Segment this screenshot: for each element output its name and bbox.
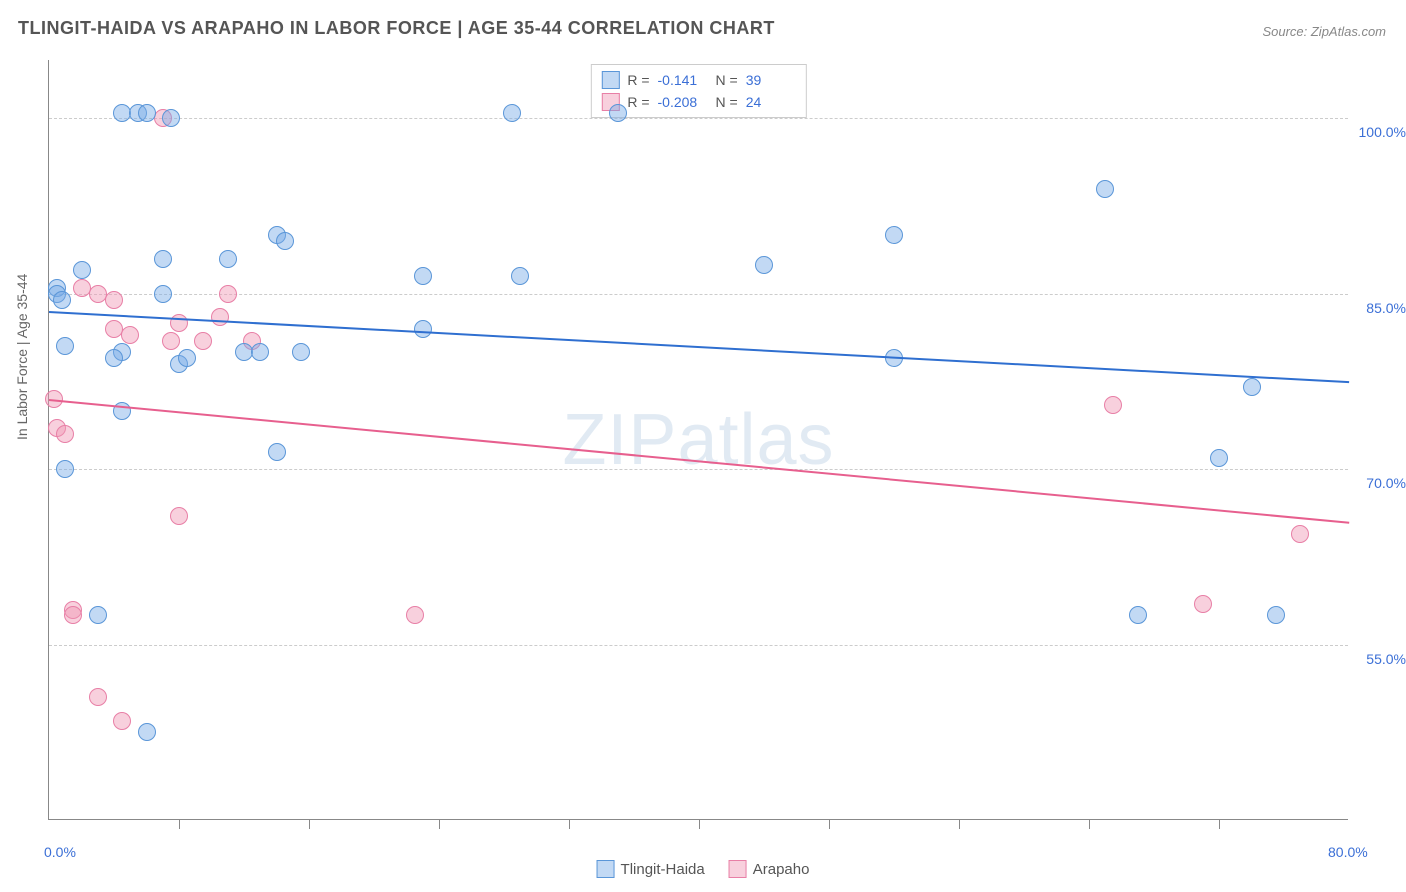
legend-swatch (597, 860, 615, 878)
r-value: -0.141 (658, 72, 708, 88)
scatter-point (276, 232, 294, 250)
series-legend: Tlingit-Haida Arapaho (597, 860, 810, 878)
x-tick-label: 0.0% (44, 844, 76, 860)
x-tick (439, 819, 440, 829)
source-attribution: Source: ZipAtlas.com (1262, 24, 1386, 39)
x-tick (699, 819, 700, 829)
scatter-point (755, 256, 773, 274)
legend-item: Tlingit-Haida (597, 860, 705, 878)
scatter-point (138, 723, 156, 741)
scatter-point (89, 688, 107, 706)
r-label: R = (627, 72, 649, 88)
scatter-point (1129, 606, 1147, 624)
n-value: 24 (746, 94, 796, 110)
n-value: 39 (746, 72, 796, 88)
watermark-part1: ZIP (562, 400, 677, 480)
scatter-point (292, 343, 310, 361)
chart-title: TLINGIT-HAIDA VS ARAPAHO IN LABOR FORCE … (18, 18, 775, 39)
scatter-point (56, 425, 74, 443)
scatter-point (73, 261, 91, 279)
scatter-point (1267, 606, 1285, 624)
scatter-point (406, 606, 424, 624)
chart-container: TLINGIT-HAIDA VS ARAPAHO IN LABOR FORCE … (0, 0, 1406, 892)
legend-row: R = -0.141 N = 39 (601, 69, 795, 91)
scatter-point (105, 349, 123, 367)
scatter-point (609, 104, 627, 122)
scatter-point (56, 337, 74, 355)
scatter-point (885, 226, 903, 244)
scatter-point (1104, 396, 1122, 414)
scatter-point (154, 250, 172, 268)
n-label: N = (716, 94, 738, 110)
scatter-point (1291, 525, 1309, 543)
y-tick-label: 70.0% (1366, 475, 1406, 491)
gridline (49, 294, 1348, 295)
scatter-point (121, 326, 139, 344)
gridline (49, 469, 1348, 470)
x-tick-label: 80.0% (1328, 844, 1368, 860)
r-label: R = (627, 94, 649, 110)
y-axis-title: In Labor Force | Age 35-44 (14, 274, 30, 440)
plot-area: ZIPatlas R =-0.141N =39R =-0.208N =24 55… (48, 60, 1348, 820)
legend-label: Arapaho (753, 861, 810, 878)
scatter-point (219, 250, 237, 268)
scatter-point (53, 291, 71, 309)
scatter-point (113, 712, 131, 730)
scatter-point (64, 606, 82, 624)
x-tick (959, 819, 960, 829)
scatter-point (511, 267, 529, 285)
scatter-point (162, 332, 180, 350)
legend-item: Arapaho (729, 860, 810, 878)
x-tick (1219, 819, 1220, 829)
scatter-point (1210, 449, 1228, 467)
gridline (49, 645, 1348, 646)
scatter-point (414, 320, 432, 338)
scatter-point (56, 460, 74, 478)
scatter-point (89, 606, 107, 624)
scatter-point (105, 291, 123, 309)
legend-row: R = -0.208 N = 24 (601, 91, 795, 113)
legend-swatch (601, 71, 619, 89)
scatter-point (219, 285, 237, 303)
scatter-point (211, 308, 229, 326)
scatter-point (194, 332, 212, 350)
watermark: ZIPatlas (562, 399, 834, 481)
scatter-point (162, 109, 180, 127)
r-value: -0.208 (658, 94, 708, 110)
scatter-point (414, 267, 432, 285)
x-tick (179, 819, 180, 829)
legend-label: Tlingit-Haida (621, 861, 705, 878)
n-label: N = (716, 72, 738, 88)
y-tick-label: 100.0% (1359, 124, 1406, 140)
scatter-point (170, 507, 188, 525)
x-tick (569, 819, 570, 829)
trend-line (49, 399, 1349, 524)
scatter-point (268, 443, 286, 461)
gridline (49, 118, 1348, 119)
scatter-point (503, 104, 521, 122)
scatter-point (178, 349, 196, 367)
x-tick (829, 819, 830, 829)
scatter-point (154, 285, 172, 303)
scatter-point (138, 104, 156, 122)
scatter-point (1194, 595, 1212, 613)
legend-swatch (729, 860, 747, 878)
y-tick-label: 55.0% (1366, 651, 1406, 667)
x-tick (309, 819, 310, 829)
x-tick (1089, 819, 1090, 829)
scatter-point (1096, 180, 1114, 198)
y-tick-label: 85.0% (1366, 300, 1406, 316)
scatter-point (251, 343, 269, 361)
scatter-point (1243, 378, 1261, 396)
